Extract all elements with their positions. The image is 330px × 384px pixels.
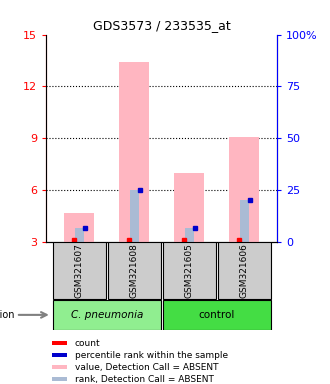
Bar (229, 137, 259, 242)
Bar (52, 341, 67, 345)
Title: GDS3573 / 233535_at: GDS3573 / 233535_at (93, 19, 231, 32)
Bar (64, 213, 94, 242)
Bar (119, 62, 149, 242)
Text: rank, Detection Call = ABSENT: rank, Detection Call = ABSENT (75, 374, 214, 384)
Bar (75, 228, 83, 242)
Bar (185, 228, 194, 242)
Text: C. pneumonia: C. pneumonia (71, 310, 143, 320)
Text: GSM321607: GSM321607 (75, 243, 84, 298)
FancyBboxPatch shape (108, 243, 161, 299)
Bar (240, 200, 248, 242)
Bar (174, 173, 204, 242)
Text: infection: infection (0, 310, 14, 320)
Bar (52, 377, 67, 381)
Text: control: control (199, 310, 235, 320)
FancyBboxPatch shape (163, 300, 271, 330)
Bar (52, 353, 67, 357)
Text: GSM321608: GSM321608 (130, 243, 139, 298)
Text: percentile rank within the sample: percentile rank within the sample (75, 351, 228, 359)
Text: GSM321605: GSM321605 (185, 243, 194, 298)
Text: count: count (75, 339, 100, 348)
Bar (130, 190, 139, 242)
FancyBboxPatch shape (218, 243, 271, 299)
FancyBboxPatch shape (53, 243, 106, 299)
FancyBboxPatch shape (53, 300, 161, 330)
Text: value, Detection Call = ABSENT: value, Detection Call = ABSENT (75, 362, 218, 372)
Text: GSM321606: GSM321606 (240, 243, 249, 298)
Bar (52, 365, 67, 369)
FancyBboxPatch shape (163, 243, 215, 299)
